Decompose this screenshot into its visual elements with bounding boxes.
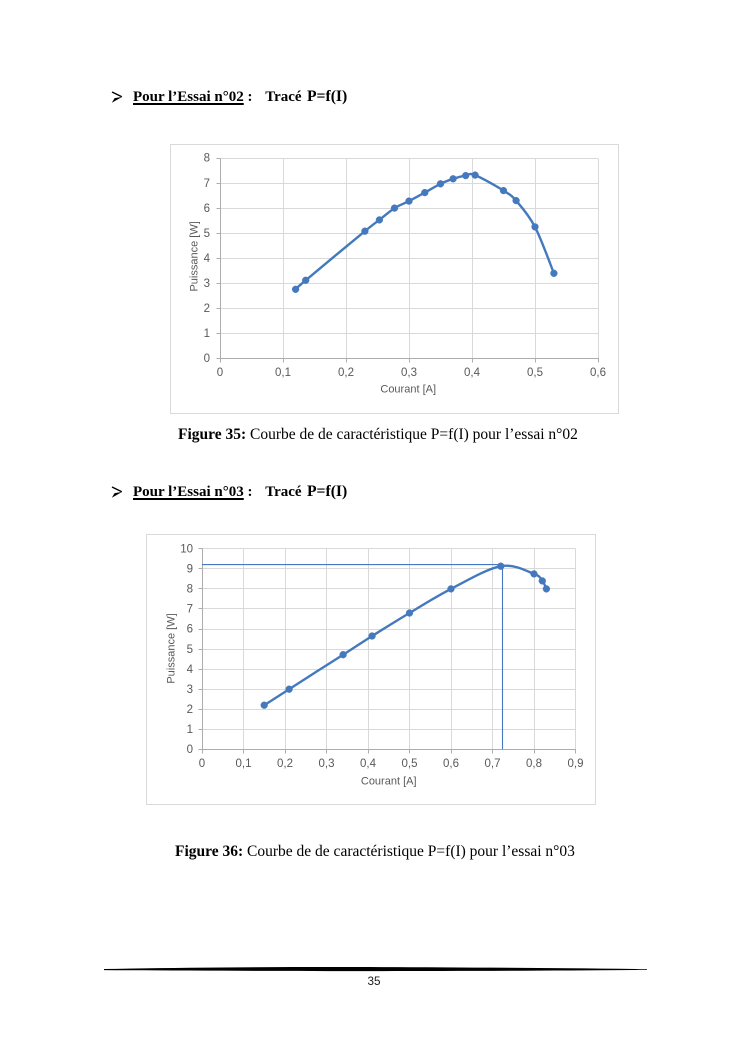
svg-text:0,3: 0,3 [319, 758, 335, 770]
svg-text:Puissance [W]: Puissance [W] [165, 613, 177, 683]
svg-text:4: 4 [204, 253, 211, 265]
svg-text:7: 7 [187, 604, 193, 616]
svg-text:0: 0 [204, 353, 210, 365]
svg-text:0,4: 0,4 [360, 758, 377, 770]
svg-text:0,8: 0,8 [526, 758, 542, 770]
svg-text:0,7: 0,7 [485, 758, 501, 770]
svg-text:Puissance [W]: Puissance [W] [188, 221, 200, 291]
svg-text:1: 1 [187, 724, 193, 736]
svg-text:0,6: 0,6 [443, 758, 459, 770]
svg-text:0,5: 0,5 [402, 758, 418, 770]
svg-text:0,5: 0,5 [527, 367, 543, 379]
svg-text:10: 10 [180, 544, 193, 556]
svg-text:0: 0 [217, 367, 223, 379]
svg-text:0,2: 0,2 [338, 367, 354, 379]
svg-text:0,3: 0,3 [401, 367, 417, 379]
svg-text:0,9: 0,9 [568, 758, 584, 770]
svg-text:6: 6 [204, 203, 210, 215]
svg-text:0: 0 [187, 744, 193, 756]
svg-text:0,1: 0,1 [236, 758, 252, 770]
svg-text:3: 3 [187, 684, 193, 696]
svg-text:8: 8 [204, 153, 210, 165]
svg-text:Courant [A]: Courant [A] [361, 776, 417, 788]
svg-text:0,4: 0,4 [464, 367, 481, 379]
svg-text:8: 8 [187, 584, 193, 596]
svg-text:2: 2 [204, 303, 210, 315]
svg-text:6: 6 [187, 624, 193, 636]
svg-text:3: 3 [204, 278, 210, 290]
svg-text:0: 0 [199, 758, 205, 770]
svg-text:5: 5 [204, 228, 210, 240]
svg-text:1: 1 [204, 328, 210, 340]
svg-text:0,1: 0,1 [275, 367, 291, 379]
svg-text:Courant [A]: Courant [A] [380, 384, 436, 396]
svg-text:5: 5 [187, 644, 193, 656]
svg-text:2: 2 [187, 704, 193, 716]
svg-text:0,2: 0,2 [277, 758, 293, 770]
svg-text:9: 9 [187, 564, 193, 576]
svg-text:4: 4 [187, 664, 194, 676]
svg-text:0,6: 0,6 [590, 367, 606, 379]
svg-text:7: 7 [204, 178, 210, 190]
